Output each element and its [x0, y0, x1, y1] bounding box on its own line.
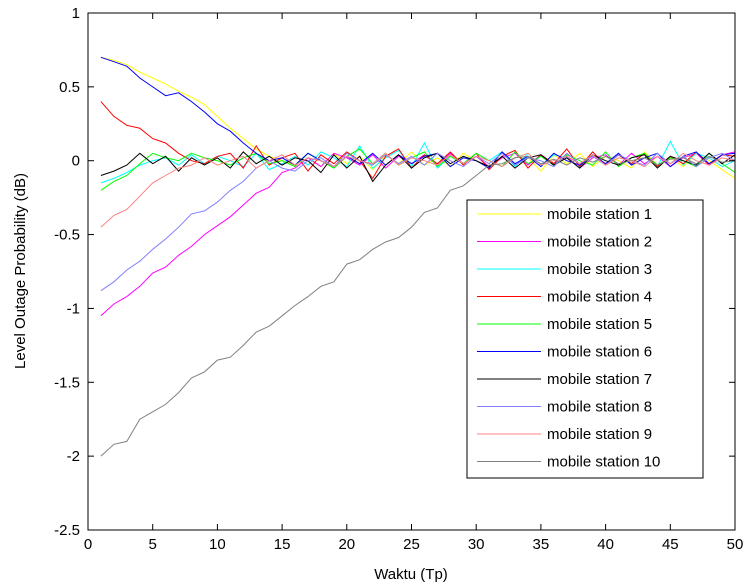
y-tick-label: -2.5	[54, 522, 80, 539]
y-tick-label: 1	[72, 5, 80, 22]
series-line-7	[100, 151, 736, 183]
x-tick-label: 0	[84, 536, 92, 553]
legend-label-10: mobile station 10	[547, 454, 660, 471]
legend-label-9: mobile station 9	[547, 426, 652, 443]
legend-label-1: mobile station 1	[547, 206, 652, 223]
series-line-1	[100, 56, 736, 179]
x-tick-label: 5	[149, 536, 157, 553]
y-tick-label: -1.5	[54, 374, 80, 391]
y-tick-label: 0	[72, 153, 80, 170]
x-tick-label: 15	[274, 536, 291, 553]
legend-label-4: mobile station 4	[547, 289, 652, 306]
legend-label-6: mobile station 6	[547, 344, 652, 361]
legend-label-8: mobile station 8	[547, 399, 652, 416]
y-axis-title: Level Outage Probability (dB)	[12, 173, 29, 369]
x-tick-label: 10	[209, 536, 226, 553]
x-axis-title: Waktu (Tp)	[374, 566, 448, 583]
x-tick-label: 35	[533, 536, 550, 553]
x-tick-label: 40	[597, 536, 614, 553]
x-tick-label: 20	[338, 536, 355, 553]
y-tick-label: 0.5	[59, 79, 80, 96]
legend: mobile station 1 mobile station 2 mobile s…	[466, 199, 704, 479]
x-tick-label: 45	[662, 536, 679, 553]
x-tick-label: 25	[403, 536, 420, 553]
legend-box	[466, 199, 704, 479]
legend-label-7: mobile station 7	[547, 371, 652, 388]
y-tick-label: -0.5	[54, 227, 80, 244]
legend-label-2: mobile station 2	[547, 234, 652, 251]
x-axis: 0 5 10 15 20 25 30 35 40 45 50	[84, 13, 744, 553]
series-line-10	[100, 155, 736, 457]
series-line-4	[100, 101, 736, 180]
x-tick-label: 50	[727, 536, 744, 553]
legend-label-5: mobile station 5	[547, 316, 652, 333]
legend-label-3: mobile station 3	[547, 261, 652, 278]
y-axis: -2.5 -2 -1.5 -1 -0.5 0 0.5 1	[54, 5, 735, 539]
series-layer	[100, 56, 736, 457]
series-line-6	[100, 56, 736, 169]
y-tick-label: -1	[67, 300, 80, 317]
y-tick-label: -2	[67, 448, 80, 465]
series-line-9	[100, 152, 736, 228]
x-tick-label: 30	[468, 536, 485, 553]
